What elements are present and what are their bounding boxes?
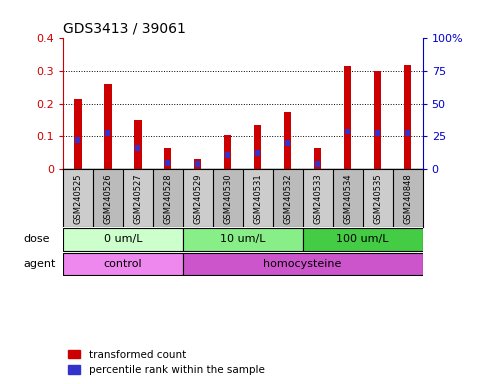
Text: GSM240533: GSM240533 <box>313 174 322 225</box>
Text: agent: agent <box>24 259 56 269</box>
Text: GDS3413 / 39061: GDS3413 / 39061 <box>63 22 185 36</box>
Bar <box>333 169 363 227</box>
Bar <box>104 84 112 169</box>
Text: GSM240529: GSM240529 <box>193 174 202 224</box>
Text: control: control <box>103 259 142 269</box>
Bar <box>75 137 81 142</box>
Text: GSM240528: GSM240528 <box>163 174 172 224</box>
Bar <box>183 253 423 275</box>
Bar <box>224 136 231 169</box>
Bar <box>303 228 423 251</box>
Text: GSM240532: GSM240532 <box>283 174 292 224</box>
Bar <box>63 253 183 275</box>
Bar <box>242 169 273 227</box>
Bar <box>255 151 260 156</box>
Bar <box>74 99 82 169</box>
Bar <box>315 161 320 167</box>
Bar <box>375 130 380 136</box>
Bar <box>273 169 303 227</box>
Bar <box>134 120 142 169</box>
Text: dose: dose <box>24 235 50 245</box>
Text: 100 um/L: 100 um/L <box>336 235 389 245</box>
Bar <box>63 169 93 227</box>
Bar <box>374 71 382 169</box>
Bar <box>344 66 352 169</box>
Bar <box>303 169 333 227</box>
Bar <box>123 169 153 227</box>
Text: GSM240526: GSM240526 <box>103 174 112 224</box>
Bar <box>93 169 123 227</box>
Bar <box>105 130 111 136</box>
Text: 10 um/L: 10 um/L <box>220 235 266 245</box>
Text: GSM240525: GSM240525 <box>73 174 82 224</box>
Bar <box>254 125 261 169</box>
Text: GSM240531: GSM240531 <box>253 174 262 224</box>
Bar <box>183 228 303 251</box>
Bar <box>195 161 200 167</box>
Bar <box>404 65 412 169</box>
Bar <box>165 160 170 166</box>
Bar <box>153 169 183 227</box>
Text: GSM240530: GSM240530 <box>223 174 232 224</box>
Bar <box>225 152 230 158</box>
Bar <box>164 148 171 169</box>
Bar <box>135 145 141 151</box>
Text: GSM240534: GSM240534 <box>343 174 352 224</box>
Bar <box>285 140 290 146</box>
Text: GSM240848: GSM240848 <box>403 174 412 225</box>
Bar <box>194 159 201 169</box>
Legend: transformed count, percentile rank within the sample: transformed count, percentile rank withi… <box>68 350 265 375</box>
Bar <box>405 130 411 136</box>
Bar <box>213 169 242 227</box>
Bar <box>284 112 291 169</box>
Bar <box>393 169 423 227</box>
Text: homocysteine: homocysteine <box>264 259 342 269</box>
Bar <box>183 169 213 227</box>
Text: GSM240535: GSM240535 <box>373 174 382 224</box>
Bar <box>363 169 393 227</box>
Text: GSM240527: GSM240527 <box>133 174 142 224</box>
Bar <box>63 228 183 251</box>
Bar <box>345 129 350 134</box>
Text: 0 um/L: 0 um/L <box>103 235 142 245</box>
Bar <box>314 148 321 169</box>
